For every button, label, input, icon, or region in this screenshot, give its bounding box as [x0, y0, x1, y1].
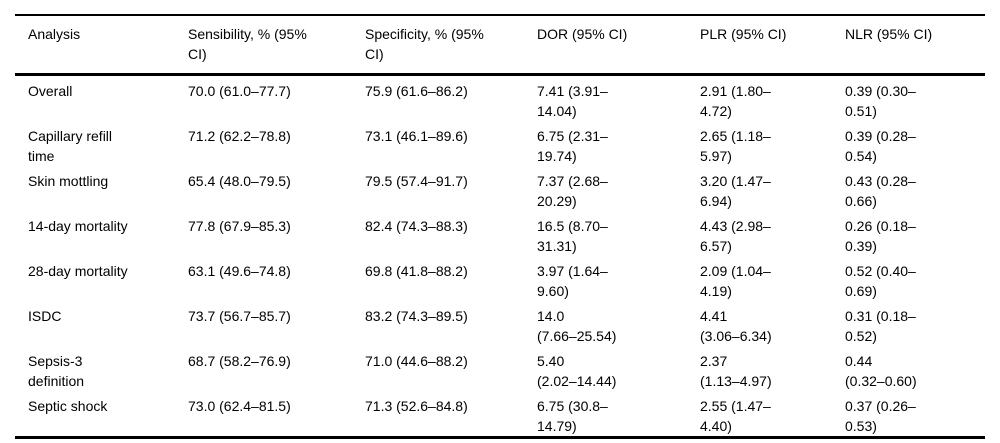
cell-nlr: 0.52 (0.40– 0.69) — [845, 263, 916, 299]
cell-analysis: Skin mottling — [28, 173, 109, 189]
cell-plr: 4.43 (2.98– 6.57) — [700, 218, 771, 254]
cell-analysis: Overall — [28, 83, 73, 99]
cell-specificity: 73.1 (46.1–89.6) — [365, 128, 468, 144]
table-row-sepsis-3-definition: Sepsis-3 definition 68.7 (58.2–76.9) 71.… — [15, 346, 985, 391]
column-header-analysis: Analysis — [15, 15, 188, 76]
table-row-isdc: ISDC 73.7 (56.7–85.7) 83.2 (74.3–89.5) 1… — [15, 301, 985, 346]
cell-analysis: ISDC — [28, 308, 62, 324]
column-header-nlr: NLR (95% CI) — [845, 15, 985, 76]
cell-sensibility: 71.2 (62.2–78.8) — [188, 128, 291, 144]
table-header: Analysis Sensibility, % (95% CI) Specifi… — [15, 15, 985, 76]
cell-specificity: 82.4 (74.3–88.3) — [365, 218, 468, 234]
cell-nlr: 0.43 (0.28– 0.66) — [845, 173, 916, 209]
cell-sensibility: 68.7 (58.2–76.9) — [188, 353, 291, 369]
cell-dor: 7.37 (2.68– 20.29) — [537, 173, 608, 209]
cell-analysis: 14-day mortality — [28, 218, 128, 234]
cell-plr: 4.41 (3.06–6.34) — [700, 308, 772, 344]
cell-plr: 2.55 (1.47– 4.40) — [700, 398, 771, 434]
table-row-overall: Overall 70.0 (61.0–77.7) 75.9 (61.6–86.2… — [15, 75, 985, 122]
cell-specificity: 75.9 (61.6–86.2) — [365, 83, 468, 99]
cell-plr: 2.37 (1.13–4.97) — [700, 353, 772, 389]
cell-nlr: 0.26 (0.18– 0.39) — [845, 218, 916, 254]
cell-specificity: 71.0 (44.6–88.2) — [365, 353, 468, 369]
cell-analysis: Septic shock — [28, 398, 108, 414]
cell-dor: 3.97 (1.64– 9.60) — [537, 263, 608, 299]
table-row-septic-shock: Septic shock 73.0 (62.4–81.5) 71.3 (52.6… — [15, 391, 985, 438]
cell-dor: 6.75 (30.8– 14.79) — [537, 398, 608, 434]
table-row-skin-mottling: Skin mottling 65.4 (48.0–79.5) 79.5 (57.… — [15, 166, 985, 211]
cell-nlr: 0.31 (0.18– 0.52) — [845, 308, 916, 344]
cell-dor: 5.40 (2.02–14.44) — [537, 353, 617, 389]
column-header-sensibility: Sensibility, % (95% CI) — [188, 15, 365, 76]
cell-dor: 7.41 (3.91– 14.04) — [537, 83, 608, 119]
cell-nlr: 0.39 (0.30– 0.51) — [845, 83, 916, 119]
table-row-28-day-mortality: 28-day mortality 63.1 (49.6–74.8) 69.8 (… — [15, 256, 985, 301]
cell-analysis: Capillary refill time — [28, 128, 113, 164]
column-header-specificity: Specificity, % (95% CI) — [365, 15, 537, 76]
cell-dor: 6.75 (2.31– 19.74) — [537, 128, 608, 164]
diagnostic-accuracy-table-container: Analysis Sensibility, % (95% CI) Specifi… — [15, 14, 985, 439]
table-row-14-day-mortality: 14-day mortality 77.8 (67.9–85.3) 82.4 (… — [15, 211, 985, 256]
cell-sensibility: 77.8 (67.9–85.3) — [188, 218, 291, 234]
header-row: Analysis Sensibility, % (95% CI) Specifi… — [15, 15, 985, 76]
cell-specificity: 69.8 (41.8–88.2) — [365, 263, 468, 279]
cell-analysis: Sepsis-3 definition — [28, 353, 85, 389]
cell-plr: 3.20 (1.47– 6.94) — [700, 173, 771, 209]
cell-specificity: 71.3 (52.6–84.8) — [365, 398, 468, 414]
diagnostic-accuracy-table: Analysis Sensibility, % (95% CI) Specifi… — [15, 14, 985, 439]
cell-dor: 14.0 (7.66–25.54) — [537, 308, 617, 344]
cell-sensibility: 63.1 (49.6–74.8) — [188, 263, 291, 279]
cell-nlr: 0.39 (0.28– 0.54) — [845, 128, 916, 164]
cell-nlr: 0.44 (0.32–0.60) — [845, 353, 917, 389]
cell-plr: 2.09 (1.04– 4.19) — [700, 263, 771, 299]
cell-sensibility: 70.0 (61.0–77.7) — [188, 83, 291, 99]
cell-dor: 16.5 (8.70– 31.31) — [537, 218, 608, 254]
cell-nlr: 0.37 (0.26– 0.53) — [845, 398, 916, 434]
column-header-dor: DOR (95% CI) — [537, 15, 700, 76]
table-body: Overall 70.0 (61.0–77.7) 75.9 (61.6–86.2… — [15, 75, 985, 438]
cell-specificity: 79.5 (57.4–91.7) — [365, 173, 468, 189]
cell-sensibility: 73.7 (56.7–85.7) — [188, 308, 291, 324]
cell-specificity: 83.2 (74.3–89.5) — [365, 308, 468, 324]
table-row-capillary-refill-time: Capillary refill time 71.2 (62.2–78.8) 7… — [15, 121, 985, 166]
column-header-plr: PLR (95% CI) — [700, 15, 845, 76]
cell-sensibility: 73.0 (62.4–81.5) — [188, 398, 291, 414]
cell-analysis: 28-day mortality — [28, 263, 128, 279]
cell-plr: 2.91 (1.80– 4.72) — [700, 83, 771, 119]
cell-sensibility: 65.4 (48.0–79.5) — [188, 173, 291, 189]
cell-plr: 2.65 (1.18– 5.97) — [700, 128, 771, 164]
